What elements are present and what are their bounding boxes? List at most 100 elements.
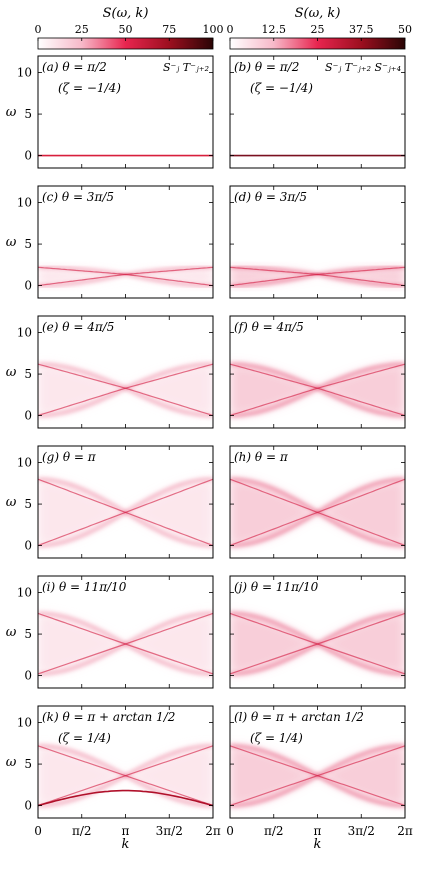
panel-title: (l) θ = π + arctan 1/2	[234, 710, 364, 724]
colorbar-label: S(ω, k)	[103, 6, 149, 21]
y-axis-label: ω	[6, 365, 17, 380]
panel-heatmap	[38, 744, 213, 807]
panel-title: (c) θ = 3π/5	[42, 190, 114, 204]
cross-branch-b	[230, 612, 405, 645]
y-tick-label: 0	[24, 279, 32, 293]
colorbar-tick-label: 25	[75, 23, 89, 36]
panel-zeta: (ζ = 1/4)	[250, 731, 303, 745]
panel-heatmap	[38, 478, 213, 547]
panel-j: (j) θ = 11π/10	[229, 575, 406, 689]
y-tick-label: 10	[17, 456, 32, 470]
y-tick-label: 10	[17, 716, 32, 730]
y-tick-label: 5	[24, 237, 32, 251]
panel-title: (i) θ = 11π/10	[42, 580, 127, 594]
panel-title: (e) θ = 4π/5	[42, 320, 114, 334]
panel-title: (f) θ = 4π/5	[234, 320, 304, 334]
y-tick-label: 5	[24, 497, 32, 511]
y-axis-label: ω	[6, 625, 17, 640]
y-tick-label: 5	[24, 627, 32, 641]
continuum	[38, 267, 213, 286]
panel-heatmap	[38, 266, 213, 287]
panel-b: (b) θ = π/2 (ζ = −1/4) S⁻ⱼ T⁻ⱼ₊₂ S⁻ⱼ₊₄	[229, 55, 406, 169]
x-tick-label: π/2	[72, 824, 92, 838]
panel-c: 0 5 10 ω (c) θ = 3π/5	[6, 185, 214, 299]
panel-h: (h) θ = π	[229, 445, 406, 559]
panel-d: (d) θ = 3π/5	[229, 185, 406, 299]
x-tick-label: π/2	[264, 824, 284, 838]
y-tick-label: 10	[17, 326, 32, 340]
y-tick-label: 0	[24, 799, 32, 813]
x-tick-label: 0	[34, 824, 42, 838]
panel-title: (j) θ = 11π/10	[234, 580, 319, 594]
x-axis-label: k	[122, 837, 130, 852]
panel-f: (f) θ = 4π/5	[229, 315, 406, 429]
continuum	[38, 364, 213, 416]
cross-branch-b	[38, 266, 213, 276]
panel-i: 0 5 10 ω (i) θ = 11π/10	[6, 575, 214, 689]
x-axis-label: k	[314, 837, 322, 852]
y-tick-label: 10	[17, 196, 32, 210]
panel-l: 0 π/2 π 3π/2 2π k (l) θ = π + arctan 1/2 (ζ = 1…	[226, 705, 413, 852]
y-tick-label: 5	[24, 107, 32, 121]
y-tick-label: 0	[24, 149, 32, 163]
panel-zeta: (ζ = −1/4)	[58, 81, 121, 95]
panel-title: (g) θ = π	[42, 450, 97, 464]
y-tick-label: 0	[24, 409, 32, 423]
cross-branch-b	[230, 478, 405, 514]
colorbar-label: S(ω, k)	[295, 6, 341, 21]
y-tick-label: 0	[24, 539, 32, 553]
cross-branch-b	[38, 478, 213, 514]
colorbar-tick-label: 50	[119, 23, 133, 36]
panel-e: 0 5 10 ω (e) θ = 4π/5	[6, 315, 214, 429]
y-tick-label: 5	[24, 757, 32, 771]
colorbar-tick-label: 12.5	[262, 23, 287, 36]
x-tick-label: 2π	[205, 824, 221, 838]
x-tick-label: 3π/2	[156, 824, 183, 838]
panel-title: (k) θ = π + arctan 1/2	[42, 710, 175, 724]
panel-heatmap	[230, 265, 405, 288]
panel-background	[230, 56, 405, 168]
y-tick-label: 10	[17, 66, 32, 80]
colorbar-tick-label: 0	[227, 23, 234, 36]
cross-branch-b	[230, 745, 405, 777]
cross-branch-b	[38, 612, 213, 645]
colorbar-tick-label: 25	[311, 23, 325, 36]
x-tick-label: 0	[226, 824, 234, 838]
x-tick-label: π	[122, 824, 130, 838]
panel-heatmap	[230, 744, 405, 808]
colorbar-2: S(ω, k) 0 12.5 25 37.5 50	[227, 6, 412, 50]
y-tick-label: 10	[17, 586, 32, 600]
colorbar-tick-label: 37.5	[349, 23, 374, 36]
panel-title: (d) θ = 3π/5	[234, 190, 307, 204]
panel-zeta: (ζ = −1/4)	[250, 81, 313, 95]
colorbar-1: S(ω, k) 0 25 50 75 100	[35, 6, 224, 50]
cross-branch-b	[230, 266, 405, 276]
panel-g: 0 5 10 ω (g) θ = π	[6, 445, 214, 559]
panel-heatmap	[230, 477, 405, 548]
panel-k: 0 5 10 0 π/2 π 3π/2 2π ω k (k) θ = π + arctan 1/2 (…	[6, 705, 221, 852]
operator-label: S⁻ⱼ T⁻ⱼ₊₂	[163, 61, 209, 74]
cross-branch-b	[38, 363, 213, 389]
y-axis-label: ω	[6, 755, 17, 770]
colorbar-tick-label: 100	[203, 23, 224, 36]
operator-label: S⁻ⱼ T⁻ⱼ₊₂ S⁻ⱼ₊₄	[325, 61, 401, 74]
colorbar-tick-label: 0	[35, 23, 42, 36]
panel-title: (b) θ = π/2	[234, 60, 299, 74]
panel-heatmap	[230, 362, 405, 418]
y-axis-label: ω	[6, 235, 17, 250]
x-tick-label: 3π/2	[348, 824, 375, 838]
cross-branch-b	[230, 363, 405, 389]
panel-zeta: (ζ = 1/4)	[58, 731, 111, 745]
panel-heatmap	[230, 611, 405, 676]
colorbar-tick-label: 75	[162, 23, 176, 36]
panel-title: (a) θ = π/2	[42, 60, 107, 74]
x-tick-label: 2π	[397, 824, 413, 838]
y-tick-label: 0	[24, 669, 32, 683]
colorbar-tick-label: 50	[398, 23, 412, 36]
panel-background	[38, 56, 213, 168]
cross-branch-b	[38, 745, 213, 777]
panel-heatmap	[38, 612, 213, 675]
y-axis-label: ω	[6, 105, 17, 120]
x-tick-label: π	[314, 824, 322, 838]
